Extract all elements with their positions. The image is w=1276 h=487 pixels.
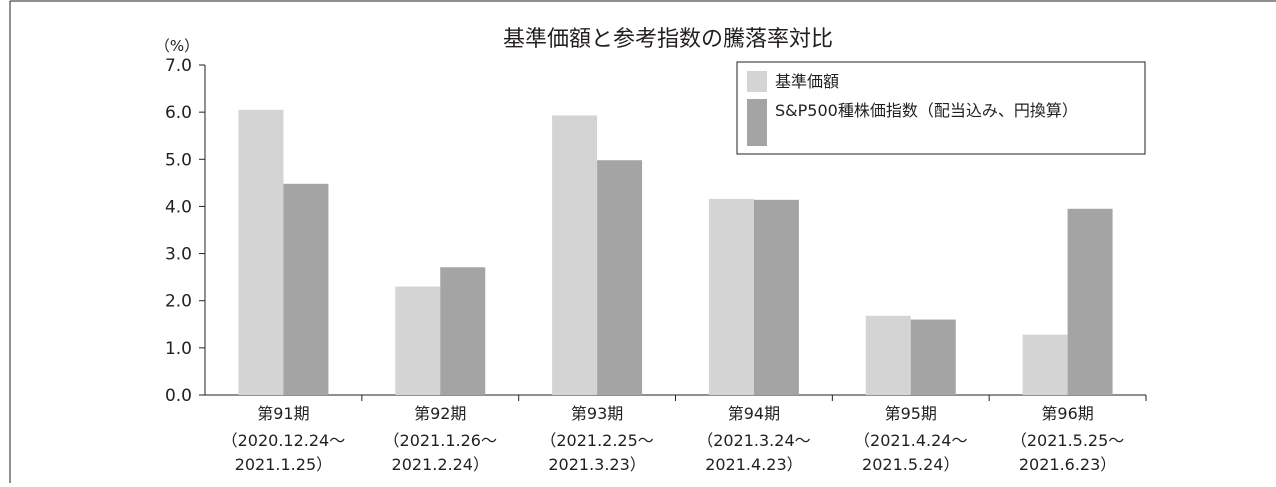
- legend: 基準価額 S&P500種株価指数（配当込み、円換算）: [736, 61, 1146, 155]
- x-category-label: 第93期: [571, 404, 623, 423]
- x-period-start-label: （2020.12.24～: [222, 431, 346, 450]
- bar-index: [753, 199, 799, 395]
- x-category-label: 第91期: [257, 404, 309, 423]
- bar-index: [597, 160, 643, 395]
- axes: 0.0 1.0 2.0 3.0 4.0 5.0 6.0 7.0: [165, 56, 1147, 406]
- y-tick-label: 7.0: [165, 56, 192, 76]
- bar-nav: [865, 315, 911, 395]
- bar-nav: [395, 286, 441, 395]
- x-period-end-label: 2021.1.25）: [235, 455, 332, 474]
- x-period-start-label: （2021.2.25～: [540, 431, 653, 450]
- x-category-label: 第92期: [414, 404, 466, 423]
- bars: [238, 109, 1113, 396]
- y-tick-label: 2.0: [165, 292, 192, 312]
- x-period-start-label: （2021.5.25～: [1011, 431, 1124, 450]
- bar-index: [910, 319, 956, 395]
- legend-label-index: S&P500種株価指数（配当込み、円換算）: [775, 101, 1078, 120]
- bar-index: [1067, 208, 1113, 395]
- x-period-end-label: 2021.5.24）: [862, 455, 959, 474]
- x-period-start-label: （2021.4.24～: [854, 431, 967, 450]
- bar-nav: [552, 115, 598, 395]
- x-category-label: 第96期: [1041, 404, 1093, 423]
- legend-label-nav: 基準価額: [775, 72, 839, 91]
- y-axis-unit-label: （%）: [155, 37, 199, 55]
- x-period-end-label: 2021.3.23）: [548, 455, 645, 474]
- bar-nav: [1022, 334, 1068, 395]
- chart-title: 基準価額と参考指数の騰落率対比: [503, 27, 833, 52]
- y-tick-label: 0.0: [165, 386, 192, 406]
- y-tick-label: 3.0: [165, 245, 192, 265]
- bar-index: [283, 183, 329, 395]
- legend-swatch-nav: [747, 71, 767, 92]
- legend-box: [736, 61, 1146, 155]
- bar-nav: [708, 198, 754, 395]
- x-period-end-label: 2021.4.23）: [705, 455, 802, 474]
- x-category-label: 第95期: [885, 404, 937, 423]
- x-period-end-label: 2021.6.23）: [1019, 455, 1116, 474]
- x-category-label: 第94期: [728, 404, 780, 423]
- legend-swatch-index: [747, 99, 767, 146]
- x-period-start-label: （2021.3.24～: [697, 431, 810, 450]
- x-axis-labels: 第91期 （2020.12.24～ 2021.1.25） 第92期 （2021.1.26…: [222, 404, 1125, 474]
- y-tick-label: 6.0: [165, 103, 192, 123]
- y-tick-label: 4.0: [165, 197, 192, 217]
- x-period-start-label: （2021.1.26～: [384, 431, 497, 450]
- y-tick-label: 5.0: [165, 150, 192, 170]
- bar-nav: [238, 109, 284, 396]
- y-tick-label: 1.0: [165, 339, 192, 359]
- x-period-end-label: 2021.2.24）: [392, 455, 489, 474]
- bar-index: [440, 267, 486, 395]
